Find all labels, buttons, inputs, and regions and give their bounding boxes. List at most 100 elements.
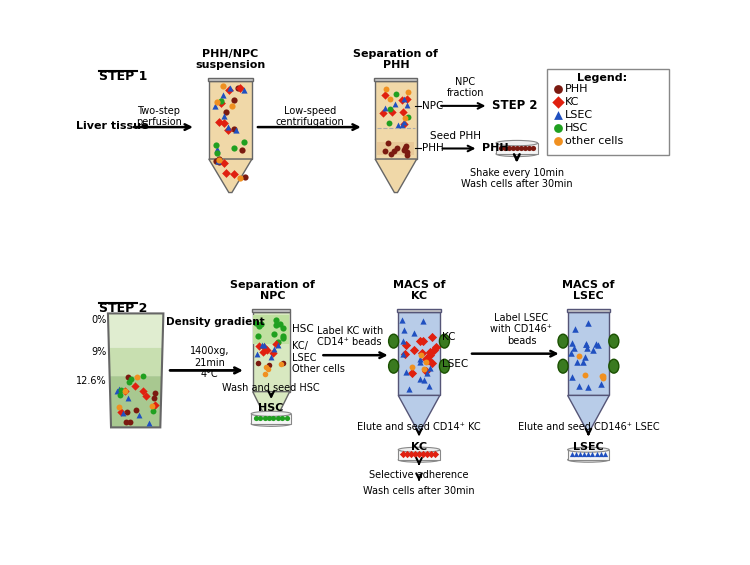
Point — [592, 340, 604, 349]
Point — [406, 362, 418, 371]
Ellipse shape — [568, 447, 609, 452]
Point — [209, 101, 221, 110]
Point — [136, 387, 148, 396]
Point — [579, 352, 591, 361]
Point — [217, 90, 229, 99]
Point — [578, 358, 590, 367]
Text: NPC: NPC — [422, 101, 443, 111]
Point — [250, 414, 262, 423]
Point — [590, 449, 602, 458]
Point — [595, 449, 607, 458]
Point — [580, 339, 592, 348]
Text: Other cells: Other cells — [292, 364, 345, 374]
Point — [268, 414, 280, 423]
Point — [217, 119, 229, 128]
Point — [418, 375, 430, 384]
Point — [268, 345, 280, 354]
Point — [421, 449, 433, 458]
Point — [277, 324, 289, 333]
Text: 12.6%: 12.6% — [76, 376, 106, 386]
Point — [400, 367, 412, 376]
Point — [503, 143, 515, 152]
Text: Wash and seed HSC: Wash and seed HSC — [222, 383, 320, 393]
Text: HSC: HSC — [566, 123, 589, 133]
Point — [514, 143, 526, 152]
Point — [380, 85, 392, 94]
Polygon shape — [375, 159, 417, 193]
Point — [252, 359, 264, 368]
Point — [519, 143, 531, 152]
Point — [140, 392, 152, 401]
Point — [385, 105, 397, 114]
Point — [263, 414, 275, 423]
Point — [403, 88, 415, 97]
Point — [597, 373, 609, 383]
Point — [390, 90, 402, 99]
Point — [259, 414, 271, 423]
Point — [527, 143, 539, 152]
Point — [214, 98, 226, 107]
Point — [424, 363, 436, 372]
Point — [265, 353, 277, 362]
Point — [253, 341, 265, 350]
Point — [220, 168, 232, 177]
Point — [260, 369, 272, 378]
Point — [507, 143, 519, 152]
Point — [570, 449, 582, 458]
Point — [228, 170, 240, 179]
Point — [397, 449, 409, 458]
Point — [551, 84, 564, 93]
Point — [424, 350, 436, 359]
Point — [595, 379, 607, 388]
Point — [422, 356, 434, 365]
Point — [121, 407, 133, 416]
Point — [234, 173, 246, 182]
Point — [586, 346, 598, 355]
Point — [402, 112, 414, 121]
Text: NPC
fraction: NPC fraction — [446, 77, 484, 98]
Polygon shape — [375, 81, 417, 159]
Point — [116, 407, 128, 416]
Point — [414, 357, 426, 366]
Point — [213, 155, 225, 164]
Point — [254, 414, 266, 423]
Point — [119, 387, 131, 396]
Point — [408, 329, 420, 338]
Point — [566, 349, 578, 358]
Point — [572, 351, 584, 360]
Point — [111, 386, 123, 396]
Point — [400, 150, 412, 159]
Point — [511, 143, 523, 152]
Point — [399, 144, 411, 153]
Point — [401, 101, 413, 110]
Polygon shape — [254, 315, 289, 344]
Point — [426, 358, 438, 367]
Point — [211, 149, 223, 158]
Point — [224, 83, 236, 92]
Point — [238, 138, 250, 147]
Point — [143, 419, 155, 428]
Point — [269, 321, 281, 330]
Point — [280, 414, 292, 423]
Point — [396, 121, 408, 130]
Point — [124, 418, 136, 427]
Point — [268, 329, 280, 338]
Polygon shape — [398, 312, 439, 396]
Text: KC: KC — [411, 442, 427, 451]
Point — [217, 81, 229, 90]
Point — [586, 449, 598, 458]
Point — [574, 381, 586, 390]
Point — [259, 341, 271, 350]
Point — [566, 449, 578, 458]
Point — [233, 84, 245, 93]
Ellipse shape — [609, 359, 619, 373]
Point — [420, 366, 432, 375]
Text: 9%: 9% — [92, 347, 106, 357]
Point — [399, 114, 411, 123]
Polygon shape — [568, 312, 609, 396]
Text: MACS of
KC: MACS of KC — [393, 280, 445, 301]
Point — [222, 126, 234, 135]
Point — [212, 157, 224, 166]
Point — [274, 320, 286, 329]
Polygon shape — [398, 309, 440, 312]
